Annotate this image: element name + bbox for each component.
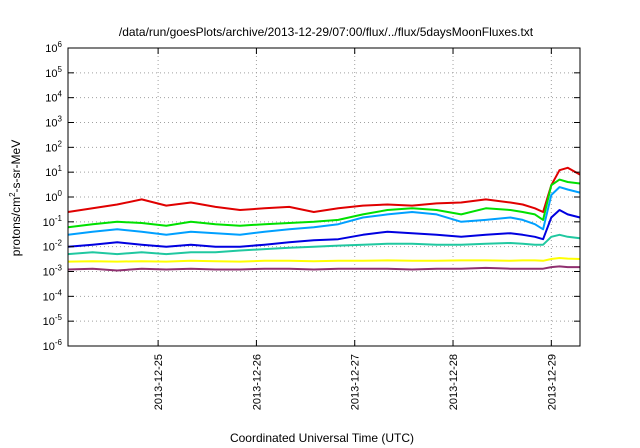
- chart-title: /data/run/goesPlots/archive/2013-12-29/0…: [119, 25, 534, 39]
- y-tick-label: 100: [45, 189, 62, 204]
- series-line-1: [67, 166, 581, 213]
- y-tick-label: 10-5: [43, 313, 63, 328]
- y-axis-label: protons/cm2-s-sr-MeV: [8, 140, 23, 256]
- series-line-2: [67, 178, 581, 229]
- series-line-7: [67, 265, 580, 272]
- y-tick-label: 103: [45, 115, 62, 130]
- y-axis-ticks: 10-6 10-5 10-4 10-3 10-2 10-1 100 101 102 103 104 1…: [43, 40, 580, 353]
- y-axis-label-prefix: protons/cm: [9, 197, 23, 256]
- y-tick-label: 102: [45, 139, 62, 154]
- x-axis-ticks: 2013-12-25 2013-12-26 2013-12-27 2013-12-28…: [153, 48, 558, 410]
- x-tick-label: 2013-12-29: [546, 354, 558, 410]
- y-tick-label: 10-3: [43, 264, 63, 279]
- series-line-6: [67, 257, 581, 263]
- series-line-4: [67, 209, 581, 248]
- y-tick-label: 101: [45, 164, 62, 179]
- y-tick-label: 10-4: [43, 288, 63, 303]
- y-tick-label: 104: [45, 90, 62, 105]
- x-tick-label: 2013-12-26: [251, 354, 263, 410]
- y-axis-label-suffix: -s-sr-MeV: [9, 140, 23, 193]
- y-tick-label: 106: [45, 40, 62, 55]
- x-axis-label: Coordinated Universal Time (UTC): [230, 431, 414, 445]
- x-tick-label: 2013-12-27: [350, 354, 362, 410]
- x-tick-label: 2013-12-28: [448, 354, 460, 410]
- y-tick-label: 10-2: [43, 239, 63, 254]
- x-tick-label: 2013-12-25: [153, 354, 165, 410]
- y-tick-label: 10-6: [43, 338, 63, 353]
- grid: [68, 48, 580, 346]
- series-line-5: [67, 233, 581, 256]
- series-line-3: [67, 186, 581, 236]
- y-axis-label-exponent: 2: [8, 192, 17, 197]
- series-group: [67, 166, 581, 272]
- y-tick-label: 105: [45, 65, 62, 80]
- y-tick-label: 10-1: [43, 214, 63, 229]
